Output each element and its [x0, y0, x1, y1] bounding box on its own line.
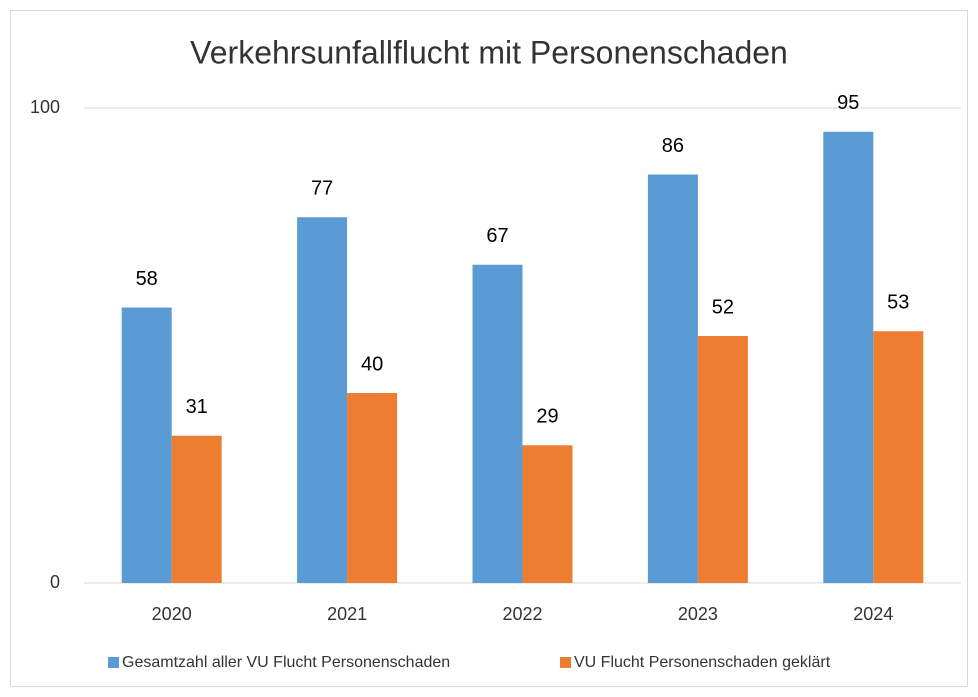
legend-swatch [560, 657, 571, 668]
data-label: 95 [837, 92, 859, 114]
x-tick-label: 2022 [502, 604, 542, 624]
bar [472, 264, 523, 583]
legend-label: VU Flucht Personenschaden geklärt [574, 654, 831, 671]
bar [522, 445, 573, 583]
legend-swatch [108, 657, 119, 668]
bar [823, 131, 874, 583]
x-tick-label: 2023 [678, 604, 718, 624]
bar [121, 307, 172, 583]
bar [297, 217, 348, 583]
x-tick-label: 2021 [327, 604, 367, 624]
data-label: 86 [662, 135, 684, 157]
bar [171, 435, 222, 583]
y-tick-label: 0 [50, 572, 60, 592]
chart-title: Verkehrsunfallflucht mit Personenschaden [190, 34, 788, 70]
legend-label: Gesamtzahl aller VU Flucht Personenschad… [122, 654, 450, 671]
data-label: 40 [361, 353, 383, 375]
data-label: 29 [536, 406, 558, 428]
data-label: 52 [712, 296, 734, 318]
bar [347, 393, 398, 583]
x-tick-label: 2020 [152, 604, 192, 624]
data-label: 31 [186, 396, 208, 418]
bar [647, 174, 698, 583]
bar [697, 336, 748, 583]
data-label: 58 [136, 268, 158, 290]
data-label: 53 [887, 292, 909, 314]
y-tick-label: 100 [30, 97, 60, 117]
data-label: 67 [486, 225, 508, 247]
bar [873, 331, 924, 583]
data-label: 77 [311, 178, 333, 200]
x-tick-label: 2024 [853, 604, 893, 624]
